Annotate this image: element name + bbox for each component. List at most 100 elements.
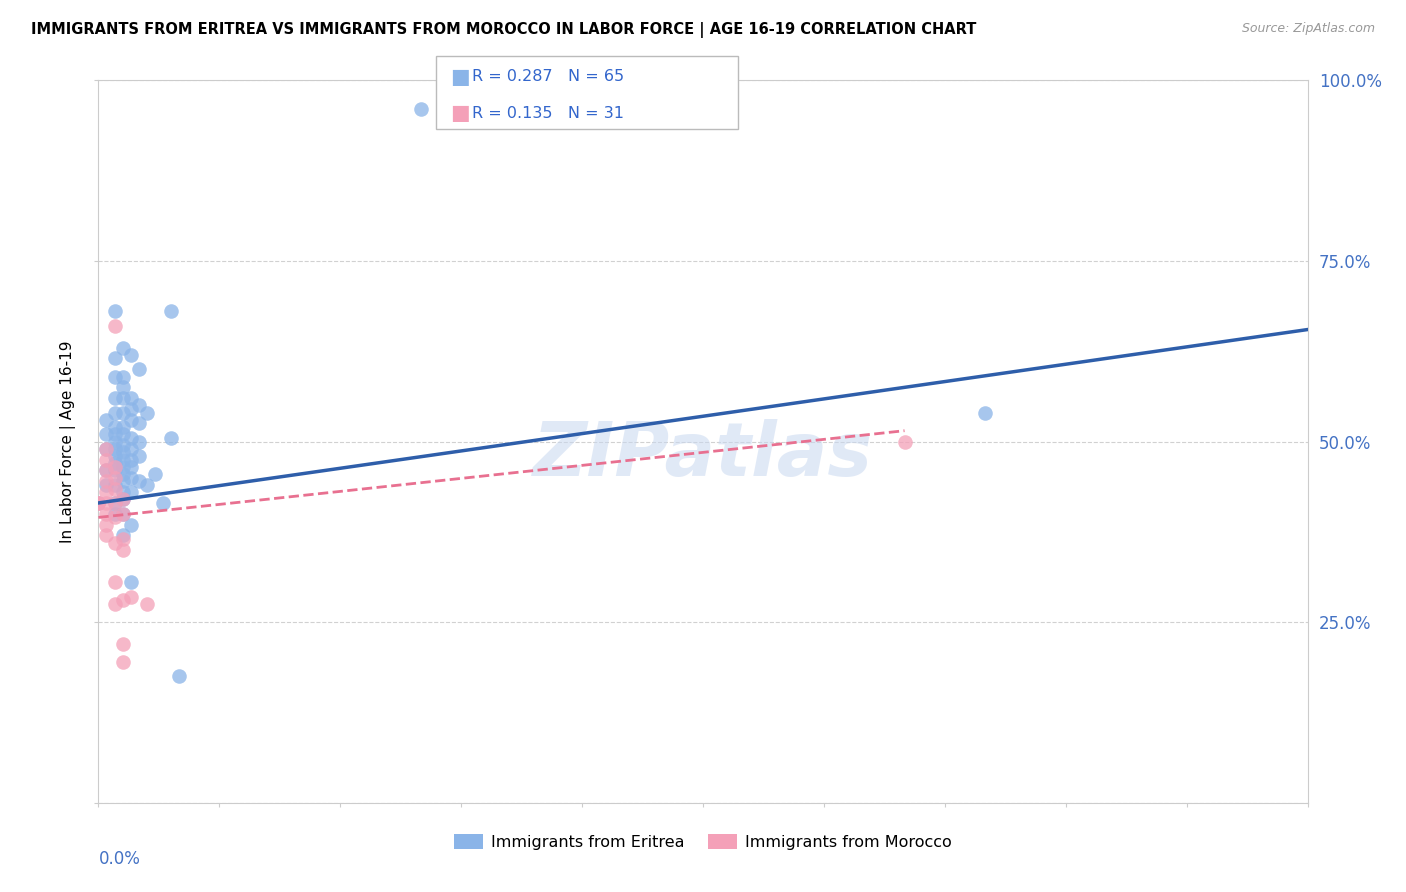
Point <box>120 485 142 500</box>
Point <box>103 318 125 333</box>
Point <box>96 442 118 456</box>
Point <box>103 597 125 611</box>
Point <box>120 517 142 532</box>
Point <box>103 351 125 366</box>
Point <box>103 463 125 477</box>
Legend: Immigrants from Eritrea, Immigrants from Morocco: Immigrants from Eritrea, Immigrants from… <box>447 828 959 856</box>
Point <box>128 449 150 463</box>
Point <box>152 496 174 510</box>
Point <box>128 475 150 489</box>
Point <box>120 575 142 590</box>
Text: 0.0%: 0.0% <box>98 850 141 868</box>
Point <box>87 496 110 510</box>
Point <box>103 496 125 510</box>
Point <box>103 427 125 442</box>
Point <box>120 431 142 445</box>
Point <box>111 420 134 434</box>
Point <box>111 380 134 394</box>
Point <box>111 341 134 355</box>
Point <box>103 478 125 492</box>
Point <box>96 485 118 500</box>
Point <box>111 532 134 546</box>
Point <box>87 496 110 510</box>
Point <box>128 434 150 449</box>
Point <box>111 492 134 507</box>
Point <box>96 442 118 456</box>
Point <box>103 391 125 405</box>
Point <box>111 507 134 521</box>
Point <box>96 517 118 532</box>
Text: IMMIGRANTS FROM ERITREA VS IMMIGRANTS FROM MOROCCO IN LABOR FORCE | AGE 16-19 CO: IMMIGRANTS FROM ERITREA VS IMMIGRANTS FR… <box>31 22 976 38</box>
Point <box>111 427 134 442</box>
Point <box>103 575 125 590</box>
Point <box>111 485 134 500</box>
Text: Source: ZipAtlas.com: Source: ZipAtlas.com <box>1241 22 1375 36</box>
Text: R = 0.135   N = 31: R = 0.135 N = 31 <box>472 106 624 120</box>
Point <box>128 362 150 376</box>
Point <box>111 507 134 521</box>
Point <box>143 467 166 481</box>
Point <box>111 438 134 452</box>
Point <box>87 496 110 510</box>
Point <box>135 406 157 420</box>
Point <box>111 467 134 481</box>
Point <box>96 507 118 521</box>
Point <box>893 434 915 449</box>
Point <box>96 463 118 477</box>
Point <box>120 402 142 417</box>
Point <box>128 398 150 412</box>
Point <box>103 510 125 524</box>
Point <box>96 463 118 477</box>
Point <box>167 669 190 683</box>
Point <box>111 452 134 467</box>
Point <box>120 348 142 362</box>
Point <box>103 496 125 510</box>
Point <box>103 470 125 484</box>
Point <box>111 406 134 420</box>
Point <box>103 420 125 434</box>
Point <box>96 496 118 510</box>
Point <box>974 406 997 420</box>
Point <box>128 417 150 431</box>
Point <box>96 475 118 489</box>
Point <box>120 470 142 484</box>
Point <box>103 434 125 449</box>
Point <box>111 391 134 405</box>
Point <box>111 475 134 489</box>
Point <box>160 304 183 318</box>
Point <box>135 478 157 492</box>
Point <box>103 456 125 470</box>
Point <box>103 449 125 463</box>
Point <box>103 507 125 521</box>
Point <box>160 431 183 445</box>
Point <box>111 528 134 542</box>
Point <box>103 535 125 549</box>
Point <box>96 452 118 467</box>
Y-axis label: In Labor Force | Age 16-19: In Labor Force | Age 16-19 <box>59 340 76 543</box>
Point <box>409 102 432 116</box>
Point <box>103 369 125 384</box>
Point <box>120 442 142 456</box>
Point <box>103 482 125 496</box>
Point <box>96 528 118 542</box>
Point <box>111 369 134 384</box>
Point <box>96 478 118 492</box>
Point <box>111 492 134 507</box>
Point <box>103 304 125 318</box>
Text: ZIPatlas: ZIPatlas <box>533 419 873 492</box>
Point <box>111 459 134 474</box>
Point <box>96 413 118 427</box>
Point <box>120 452 142 467</box>
Point <box>120 413 142 427</box>
Point <box>87 496 110 510</box>
Point <box>96 427 118 442</box>
Text: R = 0.287   N = 65: R = 0.287 N = 65 <box>472 70 624 84</box>
Point <box>120 459 142 474</box>
Point <box>111 542 134 557</box>
Point <box>120 391 142 405</box>
Point <box>103 442 125 456</box>
Point <box>111 637 134 651</box>
Text: ■: ■ <box>450 67 470 87</box>
Point <box>111 445 134 459</box>
Point <box>111 655 134 669</box>
